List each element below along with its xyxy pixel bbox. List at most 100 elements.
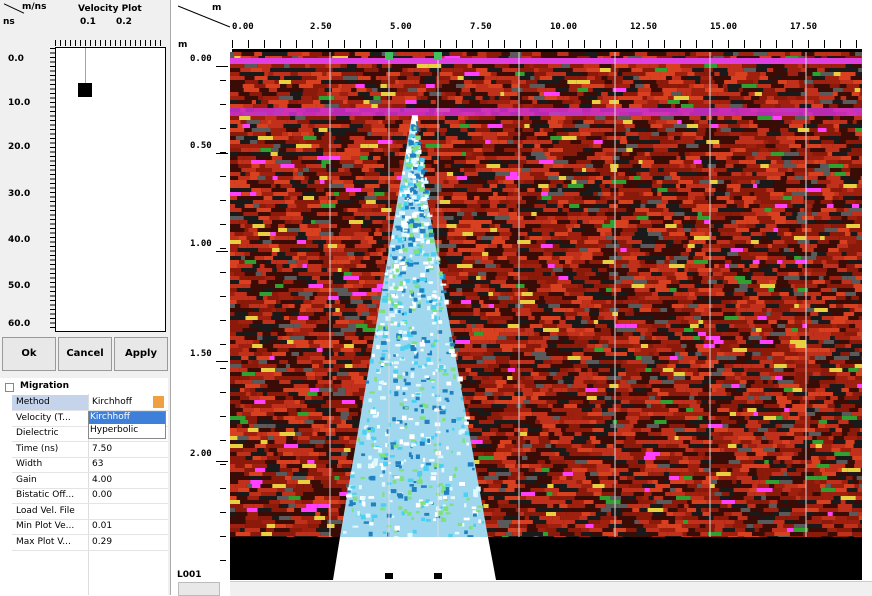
noise: [675, 352, 680, 356]
noise: [607, 296, 616, 300]
noise: [513, 104, 522, 108]
noise: [547, 212, 562, 216]
noise: [553, 252, 566, 256]
noise: [769, 148, 779, 152]
noise: [368, 248, 376, 252]
noise: [530, 76, 534, 80]
noise: [742, 64, 756, 68]
noise: [495, 64, 505, 68]
noise: [292, 184, 307, 188]
noise: [784, 160, 791, 164]
noise: [258, 252, 271, 256]
noise: [296, 152, 311, 156]
noise: [530, 124, 534, 128]
noise: [669, 248, 678, 252]
noise: [234, 292, 246, 296]
noise: [362, 312, 370, 316]
noise: [273, 192, 288, 196]
noise: [820, 136, 828, 140]
noise: [711, 124, 719, 128]
noise: [359, 288, 372, 292]
noise: [743, 168, 758, 172]
noise: [267, 360, 279, 364]
noise: [534, 96, 544, 100]
noise: [256, 356, 269, 360]
noise: [809, 64, 820, 68]
noise: [712, 52, 724, 56]
noise: [750, 332, 759, 336]
noise: [521, 152, 530, 156]
noise: [860, 116, 862, 120]
noise: [728, 280, 738, 284]
noise: [599, 128, 612, 132]
noise: [809, 264, 823, 268]
noise: [856, 72, 862, 76]
noise: [634, 288, 649, 292]
noise: [799, 80, 804, 84]
noise: [306, 280, 317, 284]
noise: [487, 348, 502, 352]
noise: [653, 344, 667, 348]
noise: [384, 152, 388, 156]
noise: [297, 260, 303, 264]
noise: [363, 100, 369, 104]
noise: [507, 288, 512, 292]
noise: [648, 300, 662, 304]
noise: [827, 128, 835, 132]
noise: [495, 216, 510, 220]
noise: [623, 300, 629, 304]
noise: [374, 232, 382, 236]
noise: [706, 240, 717, 244]
noise: [582, 300, 591, 304]
noise: [420, 80, 424, 84]
noise: [359, 336, 364, 340]
noise: [710, 328, 716, 332]
noise: [616, 64, 629, 68]
noise: [669, 232, 685, 236]
noise: [313, 272, 329, 276]
noise: [668, 148, 674, 152]
noise: [534, 272, 543, 276]
noise: [235, 204, 244, 208]
noise: [558, 208, 562, 212]
noise: [715, 96, 729, 100]
noise: [479, 300, 483, 304]
noise: [695, 196, 705, 200]
noise: [757, 292, 771, 296]
noise: [614, 324, 625, 328]
noise: [610, 96, 618, 100]
noise: [267, 348, 277, 352]
noise: [727, 184, 741, 188]
noise: [716, 188, 727, 192]
noise: [476, 168, 481, 172]
noise: [470, 224, 481, 228]
noise: [543, 328, 559, 332]
noise: [676, 316, 684, 320]
noise: [369, 204, 378, 208]
noise: [667, 308, 674, 312]
noise: [776, 104, 781, 108]
noise: [641, 344, 648, 348]
noise: [761, 352, 772, 356]
noise: [737, 308, 746, 312]
noise: [377, 64, 382, 68]
noise: [785, 212, 792, 216]
noise: [532, 140, 539, 144]
noise: [247, 340, 253, 344]
noise: [563, 268, 572, 272]
noise: [621, 264, 627, 268]
noise: [278, 152, 282, 156]
noise: [359, 280, 365, 284]
noise: [230, 248, 238, 252]
noise: [795, 76, 801, 80]
noise: [852, 160, 862, 164]
noise: [566, 224, 574, 228]
noise: [593, 164, 603, 168]
noise: [745, 264, 750, 268]
noise: [482, 256, 488, 260]
noise: [737, 204, 744, 208]
noise: [667, 276, 676, 280]
noise: [578, 284, 583, 288]
noise: [529, 84, 545, 88]
noise: [371, 76, 376, 80]
